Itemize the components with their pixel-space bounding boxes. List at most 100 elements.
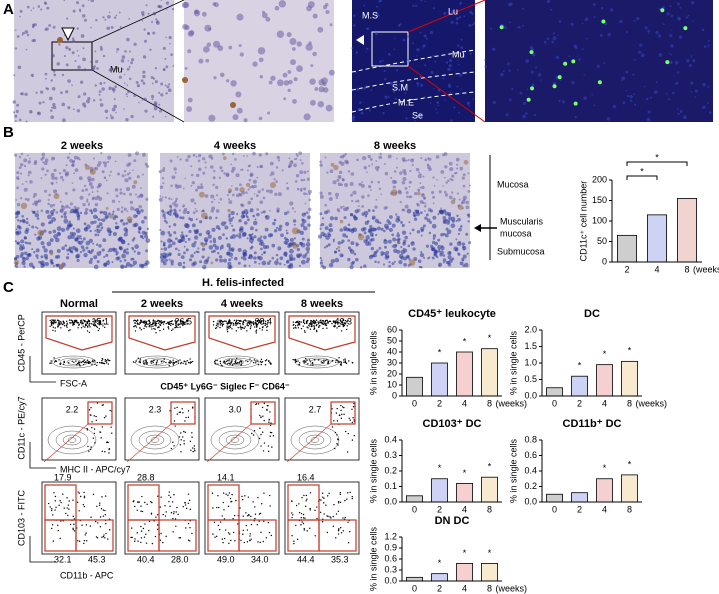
event-dot: [341, 532, 342, 533]
texture-dot: [115, 188, 119, 192]
texture-dot: [288, 89, 291, 92]
event-dot: [192, 451, 193, 452]
event-dot: [225, 321, 226, 322]
texture-dot: [369, 228, 372, 231]
texture-dot: [78, 95, 81, 98]
event-dot: [338, 511, 339, 512]
texture-dot: [170, 185, 172, 187]
texture-dot: [251, 174, 253, 176]
texture-dot: [106, 117, 108, 119]
texture-dot: [106, 26, 110, 30]
event-dot: [94, 442, 95, 443]
event-dot: [75, 320, 76, 321]
event-dot: [109, 410, 110, 411]
texture-dot: [392, 180, 396, 184]
texture-dot: [382, 112, 384, 114]
texture-dot: [424, 158, 427, 161]
texture-dot: [280, 233, 284, 237]
texture-dot: [575, 47, 577, 49]
event-dot: [329, 516, 330, 517]
texture-dot: [252, 61, 257, 66]
event-dot: [191, 533, 192, 534]
texture-dot: [402, 181, 406, 185]
texture-dot: [31, 39, 34, 42]
texture-dot: [198, 160, 201, 163]
texture-dot: [436, 108, 438, 110]
texture-dot: [122, 174, 125, 177]
texture-dot: [194, 230, 198, 234]
texture-dot: [102, 248, 105, 251]
event-dot: [189, 540, 190, 541]
event-dot: [168, 501, 169, 502]
event-dot: [242, 324, 243, 325]
texture-dot: [355, 209, 359, 213]
event-dot: [92, 361, 93, 362]
event-dot: [73, 324, 74, 325]
texture-dot: [64, 35, 66, 37]
event-dot: [271, 535, 272, 536]
event-dot: [240, 325, 241, 326]
texture-dot: [169, 234, 172, 237]
texture-dot: [437, 112, 438, 113]
texture-dot: [368, 185, 371, 188]
texture-dot: [137, 251, 141, 255]
event-dot: [212, 507, 213, 508]
texture-dot: [383, 263, 385, 265]
event-dot: [51, 321, 52, 322]
texture-dot: [250, 208, 254, 212]
texture-dot: [468, 172, 470, 174]
event-dot: [222, 542, 223, 543]
texture-dot: [290, 238, 294, 242]
event-dot: [251, 538, 252, 539]
event-dot: [59, 500, 60, 501]
texture-dot: [321, 223, 324, 226]
event-dot: [244, 326, 245, 327]
event-dot: [157, 529, 158, 530]
texture-dot: [90, 27, 92, 29]
texture-dot: [702, 106, 706, 110]
texture-dot: [432, 256, 435, 259]
event-dot: [319, 325, 320, 326]
texture-dot: [42, 153, 45, 156]
texture-dot: [95, 19, 97, 21]
texture-dot: [405, 92, 407, 94]
texture-dot: [342, 233, 346, 237]
texture-dot: [335, 258, 340, 263]
texture-dot: [406, 191, 409, 194]
texture-dot: [224, 225, 228, 229]
green-cell: [571, 59, 575, 63]
event-dot: [169, 361, 170, 362]
texture-dot: [129, 193, 132, 196]
texture-dot: [121, 240, 125, 244]
texture-dot: [62, 179, 64, 181]
event-dot: [154, 320, 155, 321]
texture-dot: [76, 1, 79, 4]
texture-dot: [218, 227, 221, 230]
texture-dot: [141, 220, 144, 223]
texture-dot: [296, 153, 298, 155]
texture-dot: [294, 211, 296, 213]
event-dot: [261, 364, 262, 365]
event-dot: [57, 320, 58, 321]
event-dot: [257, 524, 258, 525]
texture-dot: [439, 210, 443, 214]
texture-dot: [107, 156, 111, 160]
texture-dot: [42, 101, 44, 103]
x-tick-label: 8: [487, 583, 492, 593]
event-dot: [156, 362, 157, 363]
texture-dot: [318, 235, 322, 239]
gate-value: 2.7: [309, 404, 322, 414]
texture-dot: [47, 242, 52, 247]
event-dot: [172, 320, 173, 321]
event-dot: [144, 536, 145, 537]
flow-plot: [125, 398, 199, 460]
event-dot: [225, 529, 226, 530]
texture-dot: [50, 204, 53, 207]
axis-label: CD11b - APC: [60, 570, 114, 580]
texture-dot: [236, 213, 238, 215]
event-dot: [247, 529, 248, 530]
event-dot: [53, 492, 54, 493]
texture-dot: [257, 237, 262, 242]
texture-dot: [425, 77, 426, 78]
texture-dot: [306, 6, 312, 12]
